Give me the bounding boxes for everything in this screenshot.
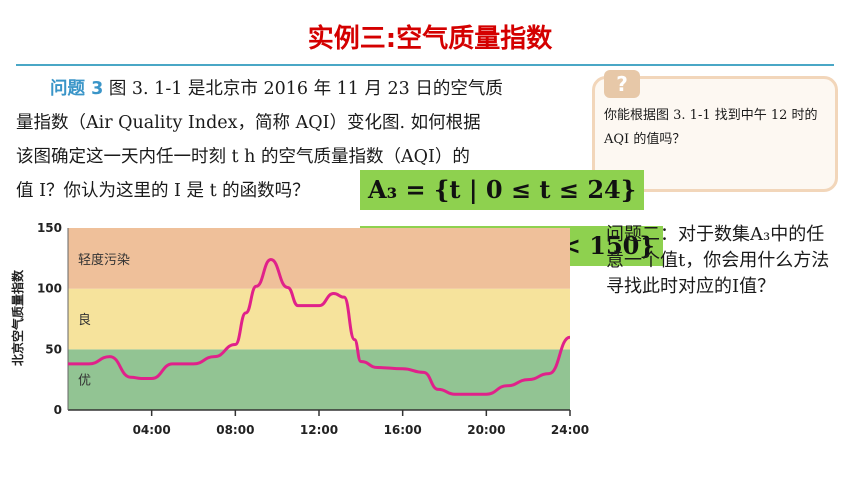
band-2 [68,228,570,289]
problem-line-4: 值 I？你认为这里的 I 是 t 的函数吗？ [16,181,310,201]
question-two: 问题二：对于数集A₃中的任意一个值t，你会用什么方法寻找此时对应的I值？ [606,224,830,297]
title-divider [16,64,834,66]
x-tick-label: 08:00 [216,423,254,437]
problem-line-1: 问题 3 图 3. 1-1 是北京市 2016 年 11 月 23 日的空气质 [16,72,556,106]
problem-line-3: 该图确定这一天内任一时刻 t h 的空气质量指数（AQI）的 [16,147,470,167]
y-tick-label: 150 [37,221,62,235]
band-label: 良 [78,312,91,328]
x-tick-label: 20:00 [467,423,505,437]
aqi-chart: 优 良 轻度污染 北京空气质量指数 0 50 100 150 04:00 08:00 12:0… [10,221,589,437]
question-mark-icon: ? [604,70,640,98]
x-tick-label: 24:00 [551,423,589,437]
y-axis-label: 北京空气质量指数 [10,269,25,366]
problem-text: 问题 3 图 3. 1-1 是北京市 2016 年 11 月 23 日的空气质 … [16,72,556,208]
x-tick-label: 16:00 [384,423,422,437]
problem-lead: 问题 3 [50,79,104,99]
y-tick-label: 0 [54,403,62,417]
x-tick-label: 12:00 [300,423,338,437]
aqi-series-line [67,258,571,396]
page-title: 实例三:空气质量指数 [307,24,553,54]
band-1 [68,288,570,350]
side-note-text: 你能根据图 3. 1-1 找到中午 12 时的 AQI 的值吗？ [604,108,818,147]
problem-line-2: 量指数（Air Quality Index，简称 AQI）变化图. 如何根据 [16,113,481,133]
y-tick-label: 50 [45,342,62,356]
band-label: 优 [78,374,91,389]
set-a3: A₃ = {t | 0 ≤ t ≤ 24} [360,170,645,210]
x-tick-label: 04:00 [133,423,171,437]
y-tick-label: 100 [37,282,62,296]
problem-line-1-text: 图 3. 1-1 是北京市 2016 年 11 月 23 日的空气质 [108,79,503,99]
band-label: 轻度污染 [78,252,130,268]
